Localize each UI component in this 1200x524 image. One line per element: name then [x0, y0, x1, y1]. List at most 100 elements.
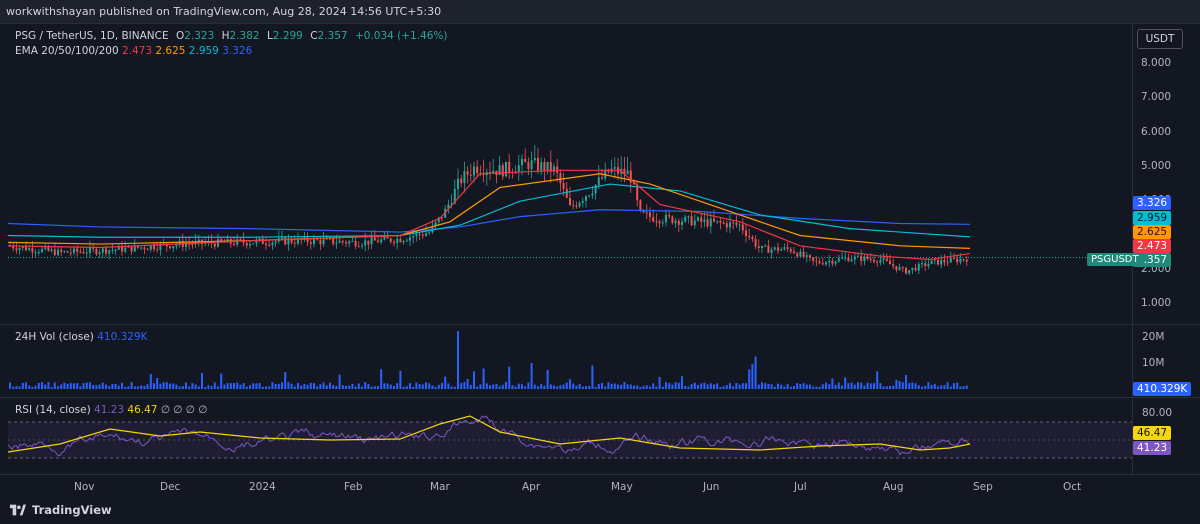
- candle-body: [261, 238, 264, 244]
- candle-body: [700, 217, 703, 222]
- candle-body: [799, 251, 802, 257]
- ema200-line: [7, 209, 971, 233]
- ema-legend[interactable]: EMA 20/50/100/200 2.473 2.625 2.959 3.32…: [15, 45, 252, 57]
- volume-bar: [300, 385, 303, 389]
- volume-bar: [629, 384, 632, 389]
- candle-body: [729, 222, 731, 228]
- candle-body: [236, 239, 239, 245]
- volume-bar: [626, 384, 629, 389]
- volume-axis-10m: 10M: [1142, 357, 1165, 369]
- candle-body: [297, 238, 299, 244]
- volume-bar: [418, 384, 421, 389]
- chart-container[interactable]: PSG / TetherUS, 1D, BINANCE O2.323 H2.38…: [0, 24, 1200, 498]
- volume-bar: [837, 382, 840, 389]
- volume-bar: [681, 376, 683, 389]
- volume-bar: [98, 384, 101, 389]
- candle-body: [252, 243, 255, 245]
- time-label: 2024: [249, 481, 276, 493]
- candle-body: [178, 240, 181, 245]
- footer: TradingView: [0, 498, 1200, 524]
- candle-body: [546, 161, 549, 171]
- candle-body: [745, 230, 747, 236]
- volume-bar: [537, 386, 539, 389]
- candle-body: [786, 247, 789, 249]
- volume-bar: [229, 383, 232, 389]
- candle-body: [642, 210, 645, 213]
- volume-bar: [706, 384, 709, 389]
- candle-body: [956, 258, 959, 263]
- volume-bar: [124, 386, 127, 389]
- candle-body: [501, 165, 504, 177]
- volume-bar: [889, 385, 891, 389]
- candle-body: [85, 252, 88, 254]
- candle-body: [399, 238, 402, 243]
- candle-body: [473, 166, 475, 176]
- candle-body: [367, 240, 370, 245]
- candle-body: [549, 161, 552, 172]
- candle-body: [364, 240, 367, 246]
- volume-bar: [745, 383, 747, 389]
- volume-bar: [594, 386, 597, 389]
- pane-separator-rsi[interactable]: [0, 397, 1200, 398]
- volume-bar: [463, 382, 466, 389]
- candle-body: [428, 232, 431, 234]
- candle-body: [962, 259, 965, 261]
- tradingview-logo[interactable]: TradingView: [10, 503, 112, 517]
- volume-bar: [834, 384, 837, 389]
- volume-bar: [821, 384, 824, 389]
- volume-bar: [367, 384, 370, 389]
- candle-body: [63, 251, 66, 253]
- candle-body: [530, 160, 533, 170]
- volume-bar: [850, 382, 853, 389]
- volume-bar: [924, 386, 927, 389]
- candle-body: [697, 217, 699, 221]
- candle-body: [393, 241, 395, 244]
- volume-bar: [412, 386, 415, 389]
- volume-bar: [348, 385, 351, 389]
- volume-bar: [540, 384, 543, 389]
- volume-bar: [127, 386, 130, 389]
- rsi-value: 41.23: [94, 404, 125, 416]
- candle-body: [258, 238, 261, 240]
- candle-body: [412, 236, 415, 238]
- symbol-title[interactable]: PSG / TetherUS, 1D, BINANCE: [15, 30, 169, 42]
- volume-bar: [652, 383, 655, 389]
- volume-bar: [828, 384, 831, 389]
- time-axis[interactable]: Nov Dec 2024 Feb Mar Apr May Jun Jul Aug…: [0, 474, 1200, 498]
- candle-body: [489, 172, 491, 174]
- volume-bar: [223, 384, 226, 389]
- volume-bar: [332, 385, 335, 389]
- volume-bar: [79, 386, 82, 389]
- candle-body: [668, 214, 671, 217]
- candle-body: [492, 170, 495, 173]
- candle-body: [172, 246, 175, 249]
- volume-bar: [47, 382, 50, 389]
- candle-body: [844, 257, 847, 259]
- candle-body: [281, 237, 283, 239]
- rsi-ma-value: 46.47: [127, 404, 158, 416]
- volume-bar: [383, 383, 386, 389]
- candle-body: [117, 246, 120, 250]
- candle-body: [626, 170, 629, 175]
- candle-body: [953, 257, 955, 259]
- volume-bar: [31, 386, 34, 389]
- pane-separator[interactable]: [0, 324, 1200, 325]
- volume-bar: [226, 383, 229, 389]
- volume-bar: [255, 383, 258, 389]
- candle-body: [748, 235, 751, 238]
- volume-bar: [380, 369, 383, 389]
- volume-bar: [354, 386, 357, 389]
- candle-body: [809, 255, 811, 258]
- volume-bar: [844, 377, 847, 389]
- currency-button[interactable]: USDT: [1137, 29, 1183, 49]
- candle-body: [908, 270, 911, 274]
- candle-body: [597, 177, 600, 186]
- chart-canvas[interactable]: [0, 24, 1200, 498]
- time-label: Jun: [703, 481, 720, 493]
- volume-bar: [15, 386, 18, 389]
- rsi-legend[interactable]: RSI (14, close) 41.23 46.47 ∅ ∅ ∅ ∅: [15, 404, 207, 416]
- time-label: Apr: [522, 481, 541, 493]
- volume-legend[interactable]: 24H Vol (close) 410.329K: [15, 331, 148, 343]
- candle-body: [498, 165, 501, 175]
- volume-bar: [690, 384, 693, 389]
